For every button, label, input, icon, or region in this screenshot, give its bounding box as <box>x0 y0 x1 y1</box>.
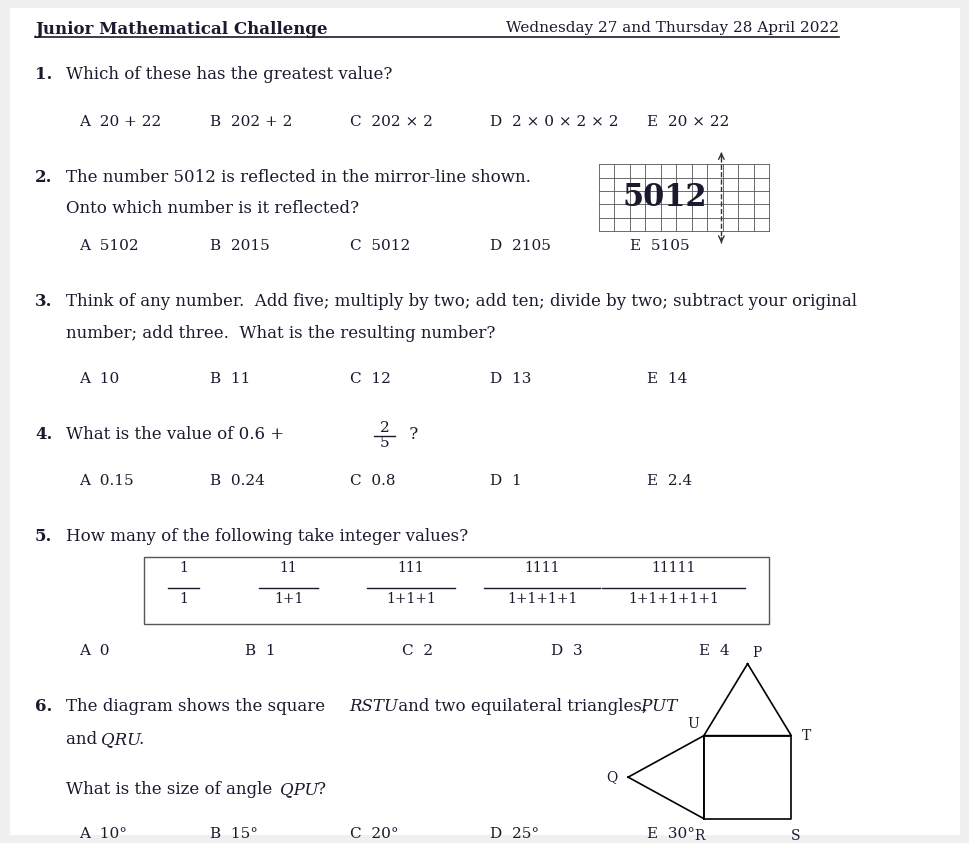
Text: 3.: 3. <box>35 293 52 310</box>
Text: Which of these has the greatest value?: Which of these has the greatest value? <box>66 67 391 83</box>
Text: and: and <box>66 732 102 749</box>
Text: C  12: C 12 <box>350 372 391 386</box>
Text: 4.: 4. <box>35 426 52 443</box>
Bar <box>144 557 768 624</box>
Text: number; add three.  What is the resulting number?: number; add three. What is the resulting… <box>66 325 494 341</box>
Text: U: U <box>687 717 699 732</box>
Text: D  3: D 3 <box>550 644 581 658</box>
Text: B  0.24: B 0.24 <box>209 474 265 488</box>
Text: Junior Mathematical Challenge: Junior Mathematical Challenge <box>35 21 328 38</box>
Text: Q: Q <box>606 771 617 784</box>
Text: 111: 111 <box>397 561 423 576</box>
Text: 2.: 2. <box>35 169 52 185</box>
Text: D  25°: D 25° <box>489 827 538 841</box>
Text: Onto which number is it reflected?: Onto which number is it reflected? <box>66 200 359 217</box>
Text: B  15°: B 15° <box>209 827 258 841</box>
Text: 2: 2 <box>380 421 390 435</box>
Text: 1+1+1+1+1: 1+1+1+1+1 <box>627 592 718 606</box>
Text: 1: 1 <box>179 592 188 606</box>
Text: ?: ? <box>403 426 418 443</box>
Text: ?: ? <box>316 781 326 798</box>
Text: E  2.4: E 2.4 <box>646 474 692 488</box>
Text: P: P <box>751 646 761 659</box>
Text: E  5105: E 5105 <box>629 239 688 253</box>
Text: A  20 + 22: A 20 + 22 <box>78 115 161 129</box>
Text: B  202 + 2: B 202 + 2 <box>209 115 292 129</box>
Text: R: R <box>694 829 703 843</box>
Text: The diagram shows the square: The diagram shows the square <box>66 698 329 715</box>
Text: QRU: QRU <box>101 732 141 749</box>
Text: C  202 × 2: C 202 × 2 <box>350 115 432 129</box>
Text: E  20 × 22: E 20 × 22 <box>646 115 729 129</box>
Text: A  0.15: A 0.15 <box>78 474 133 488</box>
Text: C  2: C 2 <box>402 644 433 658</box>
Text: PUT: PUT <box>635 698 676 715</box>
Text: S: S <box>790 829 799 843</box>
Text: E  14: E 14 <box>646 372 687 386</box>
Text: C  20°: C 20° <box>350 827 398 841</box>
Text: .: . <box>138 732 143 749</box>
Text: A  5102: A 5102 <box>78 239 139 253</box>
Text: B  11: B 11 <box>209 372 250 386</box>
Text: 5: 5 <box>380 436 390 450</box>
Text: E  4: E 4 <box>699 644 730 658</box>
Text: 1.: 1. <box>35 67 52 83</box>
Text: 1+1+1+1: 1+1+1+1 <box>507 592 577 606</box>
Text: What is the value of 0.6 +: What is the value of 0.6 + <box>66 426 283 443</box>
Text: C  5012: C 5012 <box>350 239 410 253</box>
Text: B  1: B 1 <box>244 644 275 658</box>
Text: D  2 × 0 × 2 × 2: D 2 × 0 × 2 × 2 <box>489 115 617 129</box>
Text: 1: 1 <box>179 561 188 576</box>
Text: T: T <box>801 728 810 743</box>
Text: A  10°: A 10° <box>78 827 127 841</box>
Text: A  10: A 10 <box>78 372 119 386</box>
Text: 5012: 5012 <box>621 182 706 213</box>
Text: Wednesday 27 and Thursday 28 April 2022: Wednesday 27 and Thursday 28 April 2022 <box>506 21 838 35</box>
Text: 11111: 11111 <box>650 561 695 576</box>
Text: 11: 11 <box>279 561 297 576</box>
Text: 6.: 6. <box>35 698 52 715</box>
Text: and two equilateral triangles,: and two equilateral triangles, <box>392 698 646 715</box>
Text: E  30°: E 30° <box>646 827 695 841</box>
Text: B  2015: B 2015 <box>209 239 269 253</box>
Text: D  2105: D 2105 <box>489 239 550 253</box>
Text: A  0: A 0 <box>78 644 109 658</box>
Text: QPU: QPU <box>279 781 318 798</box>
Text: RSTU: RSTU <box>350 698 398 715</box>
Text: Think of any number.  Add five; multiply by two; add ten; divide by two; subtrac: Think of any number. Add five; multiply … <box>66 293 856 310</box>
Text: 1+1: 1+1 <box>273 592 303 606</box>
Text: 1111: 1111 <box>524 561 559 576</box>
Text: D  13: D 13 <box>489 372 530 386</box>
Text: D  1: D 1 <box>489 474 521 488</box>
Text: 5.: 5. <box>35 528 52 545</box>
Text: The number 5012 is reflected in the mirror-line shown.: The number 5012 is reflected in the mirr… <box>66 169 530 185</box>
Text: 1+1+1: 1+1+1 <box>386 592 435 606</box>
Text: What is the size of angle: What is the size of angle <box>66 781 277 798</box>
Text: How many of the following take integer values?: How many of the following take integer v… <box>66 528 467 545</box>
Text: C  0.8: C 0.8 <box>350 474 394 488</box>
